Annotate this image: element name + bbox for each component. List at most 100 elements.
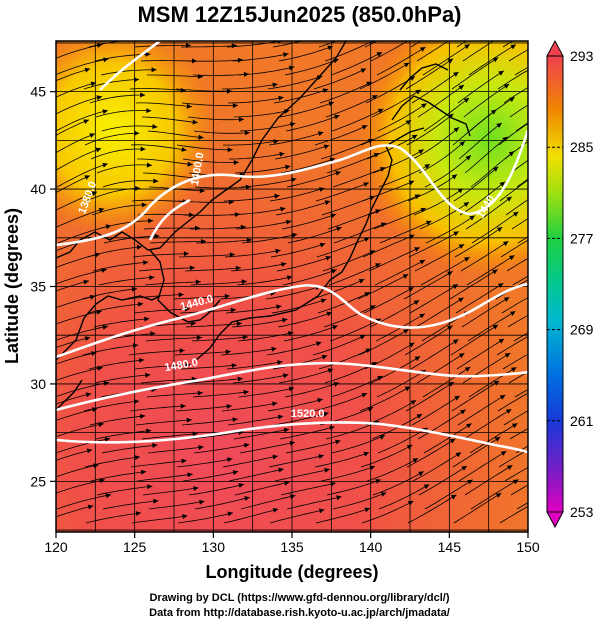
streamline xyxy=(330,51,383,76)
streamline-arrow xyxy=(227,457,233,463)
streamline-arrow xyxy=(279,151,285,157)
streamline-arrow xyxy=(105,224,112,230)
streamline xyxy=(507,314,528,328)
y-tick-label: 40 xyxy=(30,181,46,197)
streamline xyxy=(416,352,465,384)
streamline xyxy=(323,305,376,328)
streamline xyxy=(425,215,476,244)
x-tick-label: 130 xyxy=(202,539,226,555)
streamline-arrow xyxy=(408,287,414,292)
streamline xyxy=(223,195,280,202)
credit-dcl: Drawing by DCL (https://www.gfd-dennou.o… xyxy=(149,592,450,604)
streamline xyxy=(512,275,528,286)
streamline xyxy=(269,509,325,524)
streamline-arrow xyxy=(413,300,420,305)
streamline-arrow xyxy=(324,467,330,473)
streamline xyxy=(281,213,337,230)
streamline xyxy=(416,41,449,62)
streamline-arrow xyxy=(186,417,192,423)
streamline xyxy=(514,389,528,398)
streamline xyxy=(148,500,205,510)
streamline-arrow xyxy=(508,151,515,157)
streamline-arrow xyxy=(458,353,465,358)
streamline-arrow xyxy=(96,95,102,101)
streamline xyxy=(96,164,153,174)
streamline xyxy=(514,66,528,76)
streamline xyxy=(129,405,186,412)
streamline xyxy=(417,84,465,118)
streamline-arrow xyxy=(334,114,340,120)
streamline xyxy=(194,496,250,510)
streamline-arrow xyxy=(458,244,465,249)
streamline-arrow xyxy=(498,338,505,344)
streamline xyxy=(135,419,192,426)
streamline-arrow xyxy=(139,357,145,363)
streamline xyxy=(227,415,284,426)
streamline xyxy=(176,458,233,468)
streamline-arrow xyxy=(464,257,470,262)
streamline xyxy=(325,94,378,118)
streamline-arrow xyxy=(459,31,465,36)
streamline xyxy=(127,294,184,300)
streamline-arrow xyxy=(455,452,462,458)
streamline-arrow xyxy=(360,68,367,73)
streamline xyxy=(320,138,374,160)
streamline-arrow xyxy=(499,17,505,22)
streamline-arrow xyxy=(282,317,288,323)
streamline-arrow xyxy=(450,494,457,500)
x-tick-label: 145 xyxy=(438,539,462,555)
streamline xyxy=(457,394,506,426)
streamline-arrow xyxy=(375,263,381,268)
streamline-arrow xyxy=(103,381,109,386)
streamline xyxy=(236,276,293,286)
streamline-arrow xyxy=(136,244,142,250)
streamline xyxy=(56,438,111,454)
streamline xyxy=(134,364,191,370)
streamline xyxy=(56,464,99,478)
streamline xyxy=(273,412,329,426)
streamline-arrow xyxy=(329,425,335,431)
streamline-arrow xyxy=(86,448,93,454)
streamline xyxy=(406,438,456,468)
streamline-arrow xyxy=(451,174,458,180)
streamline xyxy=(330,375,383,398)
streamline xyxy=(464,136,508,174)
streamline-arrow xyxy=(402,274,409,279)
streamline xyxy=(56,494,112,510)
streamline xyxy=(516,178,528,188)
streamline-arrow xyxy=(272,401,278,407)
streamline xyxy=(191,336,248,342)
streamline-arrow xyxy=(198,134,204,140)
streamline xyxy=(130,144,187,151)
streamline-arrow xyxy=(144,316,150,322)
streamline-arrow xyxy=(288,386,295,392)
streamline xyxy=(404,325,453,356)
streamline-arrow xyxy=(196,335,202,341)
streamline-arrow xyxy=(418,149,424,155)
streamline xyxy=(56,133,96,154)
streamline xyxy=(181,418,238,426)
streamline-arrow xyxy=(141,202,147,208)
streamline xyxy=(279,101,335,118)
streamline xyxy=(510,159,528,174)
streamline xyxy=(181,102,238,107)
streamline-arrow xyxy=(513,479,519,485)
streamline-arrow xyxy=(132,343,139,349)
streamline-arrow xyxy=(152,443,158,448)
contour-label: 1520.0 xyxy=(291,408,325,420)
streamline-arrow xyxy=(509,97,515,102)
streamline-arrow xyxy=(103,57,109,63)
streamline xyxy=(185,322,242,328)
streamline-arrow xyxy=(492,166,499,172)
streamline-arrow xyxy=(466,423,472,429)
streamline xyxy=(57,225,112,244)
streamline xyxy=(233,428,290,440)
streamline-arrow xyxy=(463,97,470,103)
streamline xyxy=(98,276,155,286)
streamline-arrow xyxy=(98,422,104,428)
streamline-arrow xyxy=(151,67,157,73)
streamline xyxy=(143,227,200,230)
contour-label: 1480.0 xyxy=(164,357,199,375)
streamline-arrow xyxy=(453,231,459,237)
streamline-arrow xyxy=(464,44,470,50)
